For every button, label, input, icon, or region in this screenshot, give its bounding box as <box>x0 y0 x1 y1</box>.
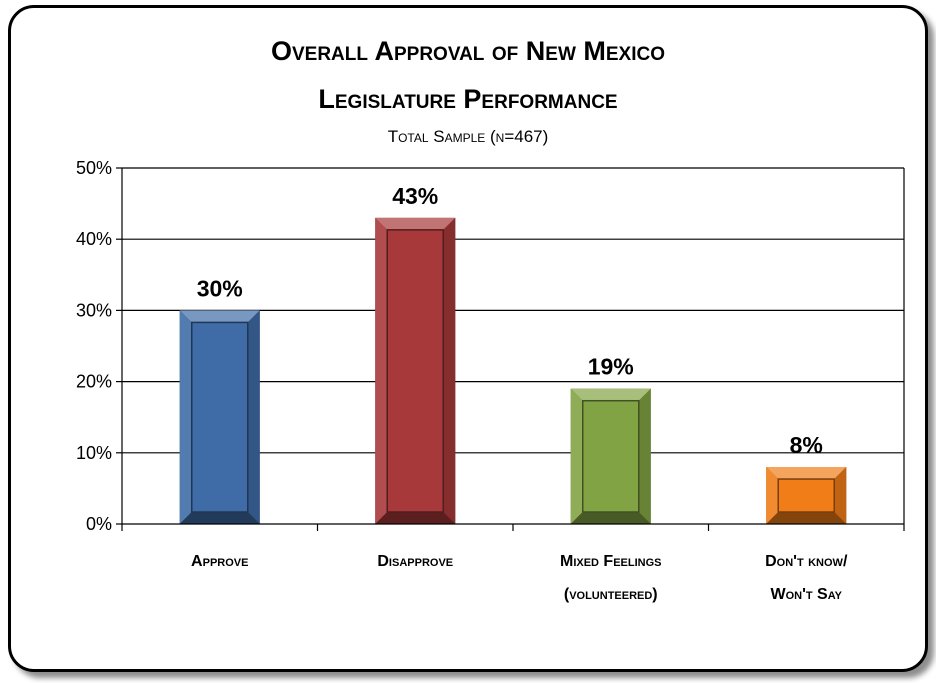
chart-frame <box>8 5 928 672</box>
axes <box>116 167 905 531</box>
x-category-label: Mixed Feelings <box>560 553 662 570</box>
bar <box>766 467 847 524</box>
bar-bevel-left <box>375 217 388 524</box>
x-category-label: Disapprove <box>377 553 453 570</box>
bar-face <box>386 229 444 513</box>
bar <box>179 310 260 524</box>
bar-bevel-right <box>638 388 651 524</box>
bars <box>179 217 847 524</box>
labels: 0% 10% 20% 30% 40% 50% 30% Approve 43% Disapprove… <box>76 158 848 603</box>
bar-bevel-right <box>247 310 260 524</box>
bar-bevel-right <box>834 467 847 524</box>
bar-bevel-left <box>766 467 779 524</box>
bar-bevel-top <box>570 388 651 401</box>
y-tick-label: 50% <box>76 158 112 178</box>
x-category-label: (volunteered) <box>564 586 658 603</box>
y-tick-label: 20% <box>76 372 112 392</box>
x-category-label: Won't Say <box>770 586 842 603</box>
bar-bevel-bottom <box>570 512 651 524</box>
y-tick-label: 40% <box>76 229 112 249</box>
bar-bevel-top <box>179 310 260 323</box>
bar-face <box>777 478 835 513</box>
bar-face <box>191 321 249 513</box>
data-label: 43% <box>392 183 438 209</box>
bar-bevel-left <box>570 388 583 524</box>
data-label: 19% <box>588 354 634 380</box>
bar-bevel-top <box>375 217 456 230</box>
bar <box>570 388 651 524</box>
y-tick-label: 30% <box>76 300 112 320</box>
bar-face <box>582 399 640 513</box>
chart-subtitle: Total Sample (n=467) <box>387 127 549 146</box>
bar-bevel-right <box>443 217 456 524</box>
data-label: 30% <box>197 275 243 301</box>
x-category-label: Don't know/ <box>765 553 848 570</box>
bar-bevel-bottom <box>179 512 260 524</box>
bar <box>375 217 456 524</box>
x-category-label: Approve <box>191 553 248 570</box>
y-tick-label: 0% <box>86 514 112 534</box>
y-tick-label: 10% <box>76 443 112 463</box>
chart-title-line-1: Overall Approval of New Mexico <box>270 36 666 66</box>
bar-bevel-top <box>766 467 847 480</box>
bar-bevel-bottom <box>375 512 456 524</box>
chart-title-line-2: Legislature Performance <box>318 84 618 114</box>
data-label: 8% <box>790 432 823 458</box>
bar-bevel-left <box>179 310 192 524</box>
bar-bevel-bottom <box>766 512 847 524</box>
